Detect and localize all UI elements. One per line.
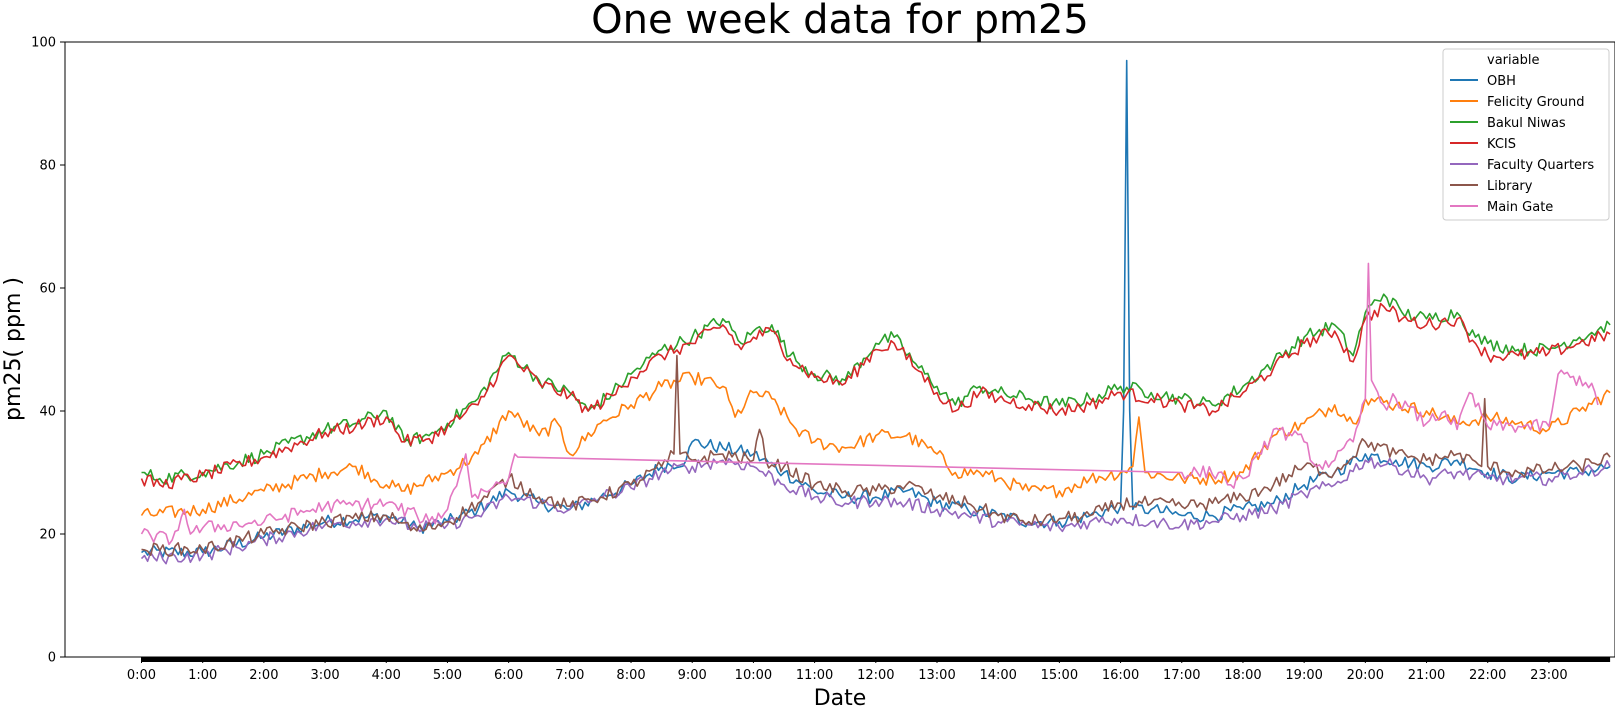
y-axis-label: pm25( ppm ) xyxy=(1,277,26,421)
x-tick-label: 11:00 xyxy=(796,668,833,683)
plot-area xyxy=(64,41,1615,658)
legend-label-felicity-ground: Felicity Ground xyxy=(1487,95,1585,110)
series-line-obh xyxy=(141,59,1611,558)
series-line-kcis xyxy=(140,302,1611,490)
chart-title: One week data for pm25 xyxy=(591,0,1089,43)
x-tick-label: 9:00 xyxy=(678,668,707,683)
y-tick-label: 80 xyxy=(39,159,56,174)
x-tick-label: 19:00 xyxy=(1285,668,1322,683)
x-tick-label: 10:00 xyxy=(735,668,772,683)
x-tick-label: 21:00 xyxy=(1408,668,1445,683)
x-tick-label: 20:00 xyxy=(1347,668,1384,683)
y-axis: 0 20 40 60 80 100 xyxy=(31,36,65,666)
plot-frame xyxy=(64,41,1615,658)
y-tick-label: 100 xyxy=(31,36,56,51)
legend-title: variable xyxy=(1487,53,1539,68)
series-line-bakul-niwas xyxy=(141,293,1611,485)
x-tick-label: 6:00 xyxy=(494,668,523,683)
y-tick-label: 40 xyxy=(39,405,56,420)
x-tick-label: 13:00 xyxy=(918,668,955,683)
legend-label-library: Library xyxy=(1487,179,1533,194)
x-tick-label: 8:00 xyxy=(616,668,645,683)
y-tick-label: 20 xyxy=(39,528,56,543)
x-tick-label: 22:00 xyxy=(1469,668,1506,683)
legend: variable OBH Felicity Ground Bakul Niwas KC… xyxy=(1442,48,1610,221)
x-tick-label: 7:00 xyxy=(555,668,584,683)
series-layer xyxy=(140,59,1611,565)
x-tick-label: 23:00 xyxy=(1530,668,1567,683)
x-tick-label: 17:00 xyxy=(1163,668,1200,683)
x-tick-label: 5:00 xyxy=(433,668,462,683)
legend-label-main-gate: Main Gate xyxy=(1487,200,1553,215)
y-tick-label: 60 xyxy=(39,282,56,297)
x-tick-label: 4:00 xyxy=(372,668,401,683)
x-axis-label: Date xyxy=(814,686,867,711)
y-tick-label: 0 xyxy=(48,651,56,666)
x-tick-label: 2:00 xyxy=(249,668,278,683)
x-tick-label: 3:00 xyxy=(310,668,339,683)
x-tick-label: 18:00 xyxy=(1224,668,1261,683)
x-tick-label: 15:00 xyxy=(1041,668,1078,683)
x-tick-label: 1:00 xyxy=(188,668,217,683)
legend-label-bakul-niwas: Bakul Niwas xyxy=(1487,116,1566,131)
legend-label-kcis: KCIS xyxy=(1487,137,1516,152)
series-line-library xyxy=(141,354,1611,557)
x-tick-label: 12:00 xyxy=(857,668,894,683)
x-tick-label: 14:00 xyxy=(979,668,1016,683)
legend-label-faculty-quarters: Faculty Quarters xyxy=(1487,158,1594,173)
x-axis: 0:00 1:00 2:00 3:00 4:00 5:00 6:00 7:00 8:00 9:00… xyxy=(127,657,1611,683)
legend-label-obh: OBH xyxy=(1487,74,1516,89)
legend-box xyxy=(1442,48,1610,221)
x-tick-label: 16:00 xyxy=(1102,668,1139,683)
series-line-felicity-ground xyxy=(140,371,1611,518)
x-tick-label: 0:00 xyxy=(127,668,156,683)
series-line-faculty-quarters xyxy=(140,457,1611,565)
legend-items: OBH Felicity Ground Bakul Niwas KCIS Faculty… xyxy=(1450,74,1594,215)
series-line-main-gate xyxy=(140,262,1599,546)
